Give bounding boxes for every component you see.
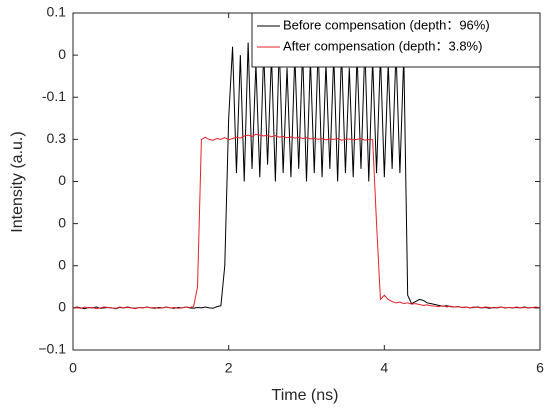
y-tick-label: 0.3 bbox=[47, 130, 67, 146]
legend: Before compensation (depth：96%) After com… bbox=[251, 12, 541, 68]
x-axis-label: Time (ns) bbox=[272, 387, 339, 404]
x-tick-label: 0 bbox=[69, 360, 77, 376]
legend-label: Before compensation (depth：96%) bbox=[283, 17, 490, 32]
y-tick-label: −0.1 bbox=[38, 341, 66, 357]
y-tick-label: 0 bbox=[58, 172, 66, 188]
x-tick-label: 4 bbox=[380, 360, 388, 376]
legend-label: After compensation (depth：3.8%) bbox=[283, 38, 482, 53]
y-tick-label: 0 bbox=[58, 46, 66, 62]
data-line bbox=[72, 133, 541, 310]
x-tick-label: 6 bbox=[536, 360, 544, 376]
y-tick-label: 0 bbox=[58, 299, 66, 315]
x-tick-label: 2 bbox=[225, 360, 233, 376]
y-tick-label: 0 bbox=[58, 214, 66, 230]
y-axis-label: Intensity (a.u.) bbox=[9, 131, 26, 232]
y-tick-label: 0.1 bbox=[47, 4, 67, 20]
y-tick-label: -0.1 bbox=[42, 88, 66, 104]
legend-box bbox=[251, 12, 541, 68]
y-tick-label: 0 bbox=[58, 256, 66, 272]
